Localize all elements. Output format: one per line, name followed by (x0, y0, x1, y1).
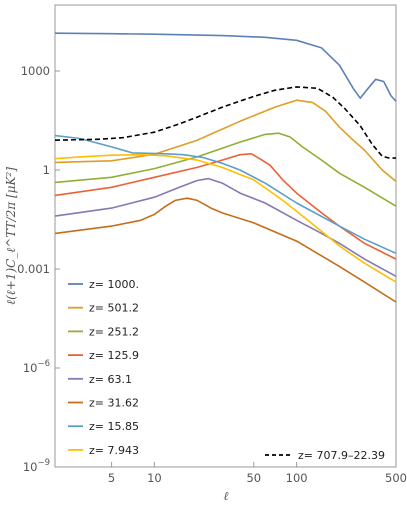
x-tick-label: 50 (246, 471, 261, 485)
y-tick-label: 1 (43, 163, 50, 177)
series-line-0 (54, 32, 397, 102)
legend-label: z= 125.9 (89, 349, 139, 362)
y-tick-label: 0.001 (17, 262, 50, 276)
series-line-4 (54, 177, 397, 278)
y-tick-label: 1000 (21, 64, 50, 78)
legend-label: z= 31.62 (89, 397, 139, 410)
series-line-3 (54, 153, 397, 260)
y-tick-label: 10−9 (23, 458, 50, 474)
series-line-1 (54, 99, 397, 183)
legend-label: z= 251.2 (89, 325, 139, 338)
series-lines (54, 32, 397, 303)
plot-frame (54, 4, 397, 468)
x-tick-label: 10 (147, 471, 162, 485)
axis-ticks: 5 10 50 100 500 10−9 10−6 0.001 1 1000 (17, 64, 407, 485)
x-tick-label: 100 (286, 471, 308, 485)
series-line-7 (54, 153, 397, 283)
series-line-2 (54, 132, 397, 207)
y-tick-label: 10−6 (23, 359, 50, 375)
legend-label: z= 63.1 (89, 373, 132, 386)
x-tick-label: 5 (108, 471, 115, 485)
legend-label: z= 7.943 (89, 444, 139, 457)
series-line-8 (54, 86, 396, 159)
legend-label: z= 15.85 (89, 420, 139, 433)
legend-label: z= 501.2 (89, 302, 139, 315)
series-line-6 (54, 134, 397, 255)
series-line-5 (54, 197, 397, 303)
legend-label: z= 707.9–22.39 (298, 449, 385, 462)
legend: z= 1000. z= 501.2 z= 251.2 z= 125.9 z= 63.1 z… (68, 278, 385, 462)
x-tick-label: 500 (385, 471, 407, 485)
x-axis-label: ℓ (224, 489, 229, 503)
legend-label: z= 1000. (89, 278, 139, 291)
y-axis-label: ℓ(ℓ+1)C_ℓ^TT/2π [μK²] (4, 167, 18, 305)
